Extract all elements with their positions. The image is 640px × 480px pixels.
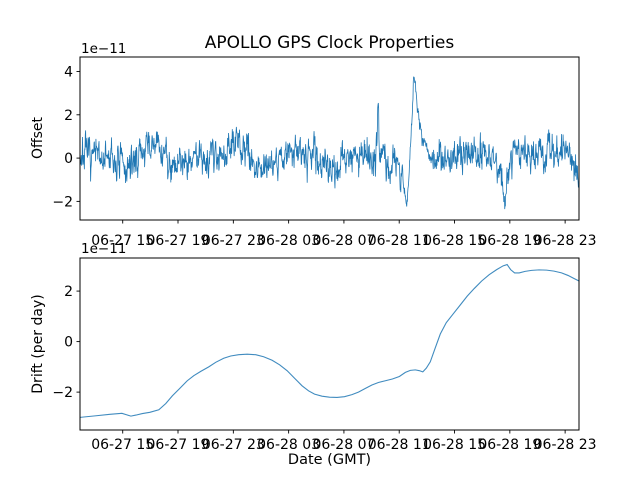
x-tick-label: 06-28 15: [423, 437, 486, 453]
drift-series-line: [80, 263, 579, 418]
y-tick-label: −2: [52, 385, 73, 401]
x-tick-label: 06-28 03: [257, 437, 320, 453]
x-tick-label: 06-28 11: [368, 233, 431, 249]
x-tick-label: 06-27 23: [202, 233, 265, 249]
x-tick-label: 06-27 19: [147, 437, 210, 453]
x-tick-label: 06-28 23: [534, 233, 597, 249]
y-tick-label: −2: [52, 194, 73, 210]
x-tick-label: 06-28 15: [423, 233, 486, 249]
y-tick-label: 0: [64, 335, 73, 351]
x-tick-label: 06-27 23: [202, 437, 265, 453]
drift-y-axis-label: Drift (per day): [30, 294, 46, 394]
x-axis-label: Date (GMT): [287, 452, 372, 468]
offset-axis-scale-text: 1e−11: [81, 41, 127, 57]
x-tick-label: 06-28 23: [534, 437, 597, 453]
y-tick-label: 2: [64, 108, 73, 124]
axes-frame: [79, 257, 580, 431]
y-tick-label: 0: [64, 151, 73, 167]
x-tick-label: 06-28 11: [368, 437, 431, 453]
x-tick-label: 06-28 19: [478, 233, 541, 249]
offset-y-axis-label: Offset: [30, 116, 46, 160]
drift-axis-scale-text: 1e−11: [81, 241, 127, 257]
x-tick-label: 06-27 19: [147, 233, 210, 249]
chart-title: APOLLO GPS Clock Properties: [204, 33, 455, 53]
x-tick-label: 06-27 15: [91, 233, 154, 249]
x-tick-label: 06-28 19: [478, 437, 541, 453]
y-tick-label: 4: [64, 65, 73, 81]
x-tick-label: 06-28 07: [312, 437, 375, 453]
x-tick-label: 06-28 03: [257, 233, 320, 249]
x-tick-label: 06-27 15: [91, 437, 154, 453]
axes-frame: [79, 56, 580, 221]
x-tick-label: 06-28 07: [312, 233, 375, 249]
offset-series-line: [80, 76, 579, 210]
y-tick-label: 2: [64, 284, 73, 300]
